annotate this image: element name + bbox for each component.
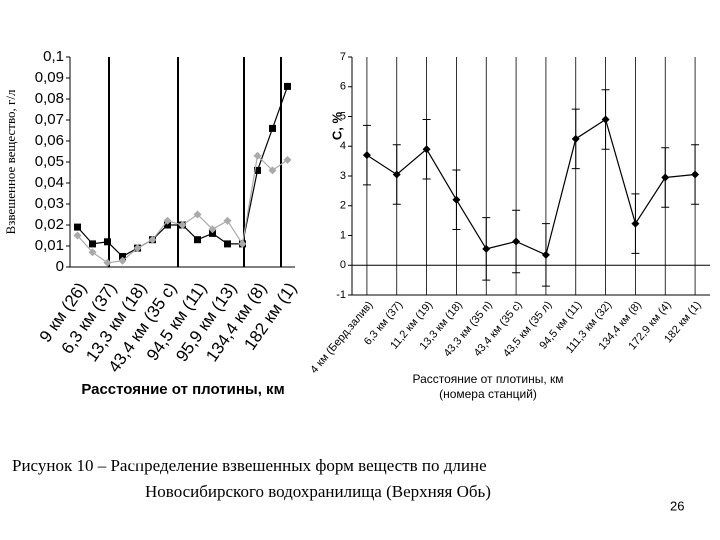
y-tick-label: 4: [340, 140, 346, 152]
point: [392, 170, 401, 179]
point: [512, 237, 521, 246]
point: [422, 145, 431, 154]
point: [254, 166, 261, 174]
point: [631, 219, 640, 228]
point: [452, 195, 461, 204]
point: [103, 258, 112, 267]
x-axis-label: Расстояние от плотины, км: [412, 372, 563, 386]
point: [194, 236, 201, 244]
y-tick-label: 0: [56, 258, 64, 275]
page-number: 26: [670, 498, 684, 513]
y-tick-label: 0,03: [35, 195, 64, 212]
caption: Новосибирского водохранилища (Верхняя Об…: [145, 482, 491, 501]
x-axis-label: (номера станций): [439, 387, 537, 401]
point: [74, 223, 81, 231]
y-tick-label: 0,04: [35, 174, 64, 191]
point: [268, 166, 277, 175]
y-tick-label: 0,05: [35, 153, 64, 170]
point: [661, 173, 670, 182]
y-tick-label: 0,06: [35, 132, 64, 149]
caption: Рисунок 10 – Распределение взвешенных фо…: [12, 456, 487, 475]
point: [223, 216, 232, 225]
point: [209, 229, 216, 237]
point: [224, 240, 231, 248]
y-axis-label: C, %: [329, 111, 344, 140]
y-tick-label: 0,08: [35, 90, 64, 107]
point: [601, 115, 610, 124]
point: [269, 124, 276, 132]
point: [193, 210, 202, 219]
y-tick-label: 1: [340, 229, 346, 241]
point: [89, 240, 96, 248]
point: [118, 256, 127, 265]
series-line: [366, 118, 696, 256]
point: [148, 235, 157, 244]
point: [283, 155, 292, 164]
y-tick-label: 0,07: [35, 111, 64, 128]
point: [163, 216, 172, 225]
point: [164, 221, 171, 229]
y-tick-label: 0,09: [35, 69, 64, 86]
y-axis-label: Взвешенное вещество, г/л: [3, 89, 18, 234]
point: [178, 221, 187, 229]
y-tick-label: 3: [340, 170, 346, 182]
point: [133, 244, 142, 253]
point: [88, 248, 97, 257]
point: [482, 244, 491, 253]
point: [691, 170, 700, 179]
y-tick-label: 2: [340, 200, 346, 212]
point: [362, 151, 371, 160]
point: [541, 250, 550, 259]
y-tick-label: 0,02: [35, 216, 64, 233]
x-axis-label: Расстояние от плотины, км: [81, 381, 284, 398]
point: [238, 239, 247, 248]
y-tick-label: -1: [336, 289, 346, 301]
y-tick-label: 5: [340, 110, 346, 122]
point: [119, 253, 126, 260]
y-tick-label: 0,1: [43, 48, 64, 65]
point: [284, 82, 291, 90]
y-tick-label: 6: [340, 81, 346, 93]
point: [571, 134, 580, 143]
y-tick-label: 0,01: [35, 237, 64, 254]
point: [104, 238, 111, 246]
point: [73, 231, 82, 240]
y-tick-label: 0: [340, 259, 346, 271]
point: [253, 151, 262, 160]
point: [208, 225, 217, 234]
y-tick-label: 7: [340, 51, 346, 63]
